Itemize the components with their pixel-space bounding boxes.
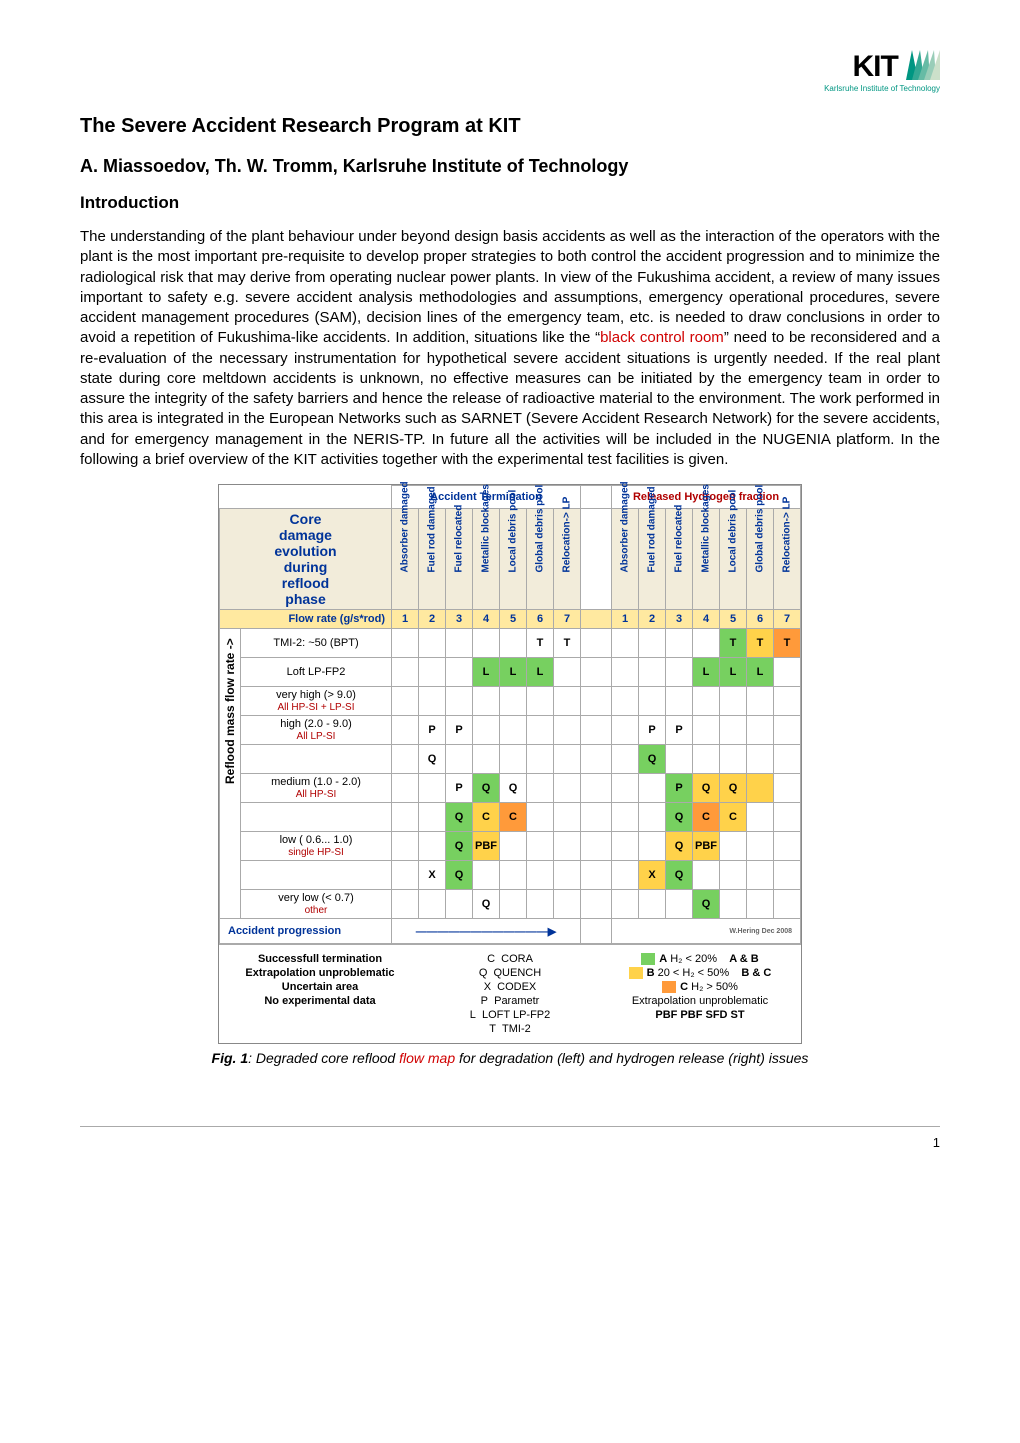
logo-text: KIT xyxy=(853,50,898,83)
legend-left-col: Successfull terminationExtrapolation unp… xyxy=(225,951,415,1037)
kit-logo: KIT Karlsruhe Institute of Technology xyxy=(824,50,940,93)
caption-red: flow map xyxy=(399,1050,455,1066)
footer-divider xyxy=(80,1126,940,1127)
flow-map-table: Accident TerminationReleased Hydrogen fr… xyxy=(219,485,801,944)
body-red-phrase: black control room xyxy=(600,329,724,346)
body-part2: ” need to be reconsidered and a re-evalu… xyxy=(80,329,940,468)
figure-legend: Successfull terminationExtrapolation unp… xyxy=(219,944,801,1043)
logo-block: KIT Karlsruhe Institute of Technology xyxy=(80,50,940,95)
authors-line: A. Miassoedov, Th. W. Tromm, Karlsruhe I… xyxy=(80,156,940,177)
legend-mid-col: C CORAQ QUENCHX CODEXP ParametrL LOFT LP… xyxy=(415,951,605,1037)
page-title: The Severe Accident Research Program at … xyxy=(80,115,940,138)
logo-fan-icon xyxy=(906,50,940,84)
figure-1: Accident TerminationReleased Hydrogen fr… xyxy=(80,484,940,1066)
intro-paragraph: The understanding of the plant behaviour… xyxy=(80,227,940,470)
caption-text1: : Degraded core reflood xyxy=(248,1050,399,1066)
caption-bold: Fig. 1 xyxy=(212,1050,249,1066)
page-number: 1 xyxy=(80,1135,940,1150)
section-heading: Introduction xyxy=(80,193,940,213)
caption-text2: for degradation (left) and hydrogen rele… xyxy=(455,1050,808,1066)
legend-right-col: A H₂ < 20% A & BB 20 < H₂ < 50% B & CC H… xyxy=(605,951,795,1037)
logo-subtitle: Karlsruhe Institute of Technology xyxy=(824,84,940,93)
figure-chart: Accident TerminationReleased Hydrogen fr… xyxy=(218,484,802,1044)
figure-caption: Fig. 1: Degraded core reflood flow map f… xyxy=(80,1050,940,1066)
